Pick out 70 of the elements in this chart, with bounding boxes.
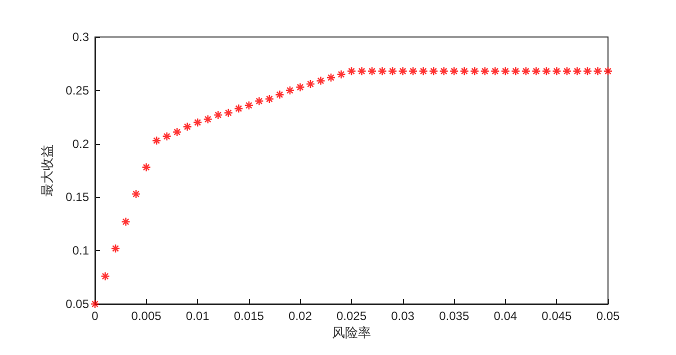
point (500, 66, 510, 76)
point (162, 132, 172, 141)
point (398, 66, 408, 76)
point (408, 66, 418, 76)
x-tick-label: 0.02 (288, 309, 312, 323)
x-tick-label: 0 (92, 309, 99, 323)
x-tick-label: 0.03 (391, 309, 415, 323)
point (552, 66, 562, 76)
point (367, 66, 377, 76)
x-tick-label: 0.045 (542, 309, 572, 323)
point (316, 76, 326, 86)
point (100, 272, 110, 281)
point (511, 66, 520, 76)
point (593, 66, 602, 76)
point (346, 66, 356, 76)
x-tick-label: 0.015 (234, 309, 264, 323)
point (418, 66, 428, 76)
y-tick-label: 0.3 (72, 30, 90, 44)
point (542, 66, 552, 76)
x-axis-title: 风险率 (332, 324, 371, 341)
point (449, 66, 459, 76)
point (306, 79, 316, 89)
point (121, 217, 130, 226)
y-tick-label: 0.2 (72, 136, 90, 151)
point (572, 66, 582, 76)
y-tick-label: 0.15 (66, 190, 90, 204)
point (428, 66, 438, 76)
point (460, 66, 470, 76)
x-tick-label: 0.035 (439, 309, 470, 323)
point (172, 127, 182, 137)
point (326, 72, 336, 82)
point (480, 66, 490, 76)
point (336, 70, 346, 80)
point (264, 94, 274, 104)
point (182, 122, 192, 132)
point (582, 66, 592, 76)
point (357, 66, 366, 76)
point (131, 189, 141, 199)
point (296, 82, 305, 92)
point (203, 114, 213, 124)
point (388, 66, 398, 76)
x-tick-label: 0.025 (336, 309, 367, 323)
point (521, 66, 531, 76)
point (562, 66, 572, 76)
point (110, 244, 120, 254)
point (152, 136, 162, 146)
point (439, 66, 448, 76)
point (224, 108, 234, 118)
x-tick-label: 0.01 (186, 309, 210, 323)
point (90, 299, 100, 309)
point (378, 66, 387, 76)
point (285, 86, 295, 96)
point (254, 96, 264, 106)
point (532, 66, 541, 76)
x-tick-label: 0.04 (494, 309, 518, 323)
point (275, 90, 284, 100)
point (603, 66, 613, 76)
x-tick-label: 0.05 (596, 309, 620, 323)
y-tick-label: 0.25 (66, 83, 90, 98)
y-tick-label: 0.1 (72, 244, 90, 258)
point (192, 118, 202, 128)
point (213, 110, 223, 120)
point (244, 100, 254, 110)
x-tick-label: 0.005 (131, 309, 162, 323)
point (490, 66, 500, 76)
point (234, 104, 244, 114)
y-tick-label: 0.05 (66, 297, 90, 311)
point (470, 66, 480, 76)
point (142, 162, 151, 172)
y-axis-title: 最大收益 (40, 144, 56, 196)
